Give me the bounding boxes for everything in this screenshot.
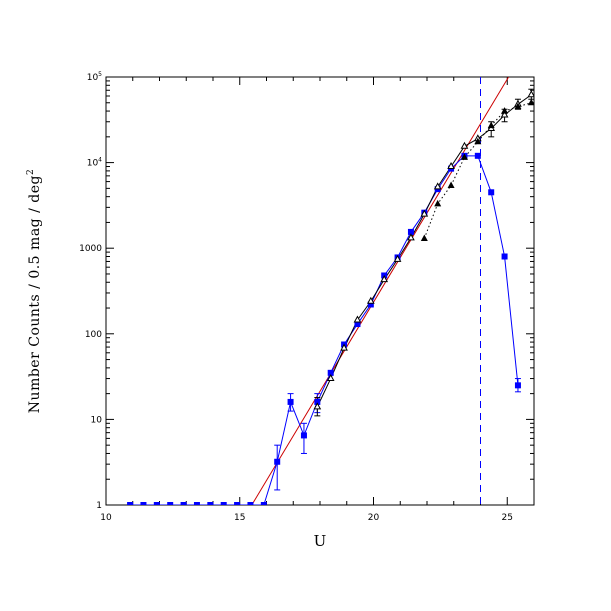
error-bars: [274, 88, 534, 491]
series-lines: [130, 77, 532, 505]
data-point-square: [488, 189, 495, 196]
x-tick-label: 25: [502, 513, 513, 523]
y-axis-label: Number Counts / 0.5 mag / deg2: [26, 169, 43, 413]
data-point-square: [474, 152, 481, 159]
x-tick-label: 20: [368, 513, 380, 523]
data-point-square: [247, 502, 254, 505]
data-point-square: [327, 369, 334, 376]
data-point-open-triangle: [500, 110, 509, 118]
data-point-square: [501, 253, 508, 260]
data-point-open-triangle: [340, 343, 348, 351]
data-point-filled-triangle: [501, 107, 509, 114]
x-tick-label: 15: [234, 513, 245, 523]
data-point-open-triangle: [447, 161, 455, 170]
data-point-open-triangle: [366, 296, 375, 304]
data-point-square: [167, 502, 174, 505]
data-point-filled-triangle: [474, 137, 482, 145]
y-tick-label-exponent: 5: [98, 71, 102, 78]
y-tick-label: 1000: [79, 244, 102, 254]
data-point-filled-triangle: [514, 102, 522, 110]
data-markers: [127, 90, 534, 505]
data-point-square: [207, 502, 214, 505]
data-point-open-triangle: [527, 90, 534, 98]
data-point-filled-triangle: [460, 153, 468, 160]
series-line-1: [316, 94, 532, 408]
data-point-open-triangle: [407, 233, 415, 241]
data-point-open-triangle: [420, 209, 429, 217]
y-tick-label: 10: [91, 415, 103, 425]
series-line-0: [130, 155, 519, 505]
data-point-square: [274, 458, 281, 465]
data-point-open-triangle: [313, 402, 322, 410]
data-point-square: [193, 502, 200, 505]
data-point-square: [234, 502, 241, 505]
y-tick-label: 100: [85, 330, 102, 340]
data-point-open-triangle: [353, 315, 362, 323]
data-point-open-triangle: [460, 141, 469, 149]
data-point-square: [367, 301, 374, 308]
y-axis-label-exponent: 2: [26, 169, 36, 175]
y-tick-label-base: 10: [87, 73, 99, 83]
data-point-square: [514, 382, 521, 389]
x-tick-label: 10: [100, 513, 112, 523]
data-point-filled-triangle: [487, 121, 495, 129]
data-point-square: [354, 321, 361, 328]
data-point-square: [300, 432, 307, 439]
data-point-open-triangle: [433, 182, 442, 190]
data-point-open-triangle: [326, 374, 335, 382]
data-point-open-triangle: [380, 275, 389, 283]
series-line-2: [423, 102, 532, 239]
y-tick-label: 1: [96, 501, 102, 511]
fit-line: [251, 77, 510, 505]
data-point-filled-triangle: [434, 199, 442, 207]
data-point-square: [220, 502, 227, 505]
y-tick-label-exponent: 4: [98, 157, 102, 164]
y-tick-label: 105: [87, 71, 102, 83]
data-point-square: [407, 228, 414, 235]
data-point-square: [314, 398, 321, 405]
x-axis-label: U: [314, 532, 327, 550]
y-tick-label-base: 10: [87, 159, 99, 169]
y-tick-label: 104: [87, 157, 102, 169]
data-point-filled-triangle: [447, 181, 455, 189]
data-point-filled-triangle: [420, 234, 428, 241]
data-point-square: [180, 502, 187, 505]
data-point-square: [287, 398, 294, 405]
data-point-square: [127, 502, 134, 505]
data-point-open-triangle: [393, 254, 402, 262]
data-point-square: [260, 502, 267, 505]
y-axis-label-text: Number Counts / 0.5 mag / deg: [27, 175, 43, 413]
data-point-square: [153, 502, 160, 505]
data-point-square: [140, 502, 147, 505]
data-point-filled-triangle: [527, 98, 534, 106]
